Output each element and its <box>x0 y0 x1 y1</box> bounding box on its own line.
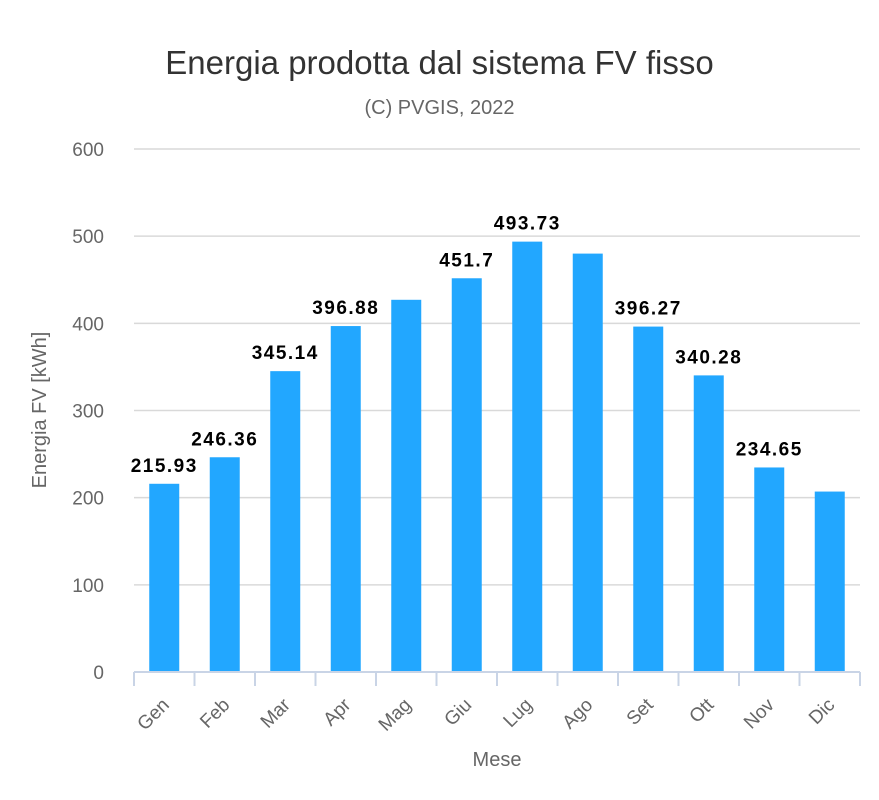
x-tick-label: Dic <box>805 695 839 729</box>
x-tick-label: Gen <box>134 695 174 735</box>
bar <box>572 253 603 672</box>
bar <box>633 326 664 672</box>
data-label: 340.28 <box>675 347 742 368</box>
data-label: 451.7 <box>439 250 494 271</box>
x-tick-label: Ott <box>686 694 719 727</box>
bar <box>512 241 543 672</box>
bar <box>451 278 482 672</box>
x-tick-label: Mag <box>375 695 416 736</box>
data-label: 396.88 <box>312 298 379 319</box>
bar <box>270 371 301 672</box>
bar <box>149 483 180 672</box>
data-label: 234.65 <box>736 439 803 460</box>
data-label: 246.36 <box>191 429 258 450</box>
x-tick-label: Set <box>623 694 659 730</box>
chart-title: Energia prodotta dal sistema FV fisso <box>165 44 714 81</box>
x-tick-label: Apr <box>320 694 356 730</box>
data-label: 396.27 <box>615 299 682 320</box>
bar <box>814 491 845 672</box>
y-tick-label: 200 <box>72 489 104 510</box>
x-tick-label: Ago <box>559 695 598 734</box>
y-tick-label: 400 <box>72 314 104 335</box>
x-tick-label: Mar <box>257 694 295 732</box>
y-tick-label: 600 <box>72 140 104 161</box>
y-axis-ticks: 0 100 200 300 400 500 600 <box>72 140 104 684</box>
data-label: 215.93 <box>131 456 198 477</box>
chart-subtitle: (C) PVGIS, 2022 <box>364 97 515 119</box>
x-axis: Gen Feb Mar Apr Mag Giu Lug Ago Set Ott Nov Dic <box>133 671 861 736</box>
y-tick-label: 100 <box>72 576 104 597</box>
x-tick-label: Feb <box>196 695 234 733</box>
y-axis-label: Energia FV [kWh] <box>29 332 51 489</box>
bar <box>330 326 361 672</box>
y-tick-label: 300 <box>72 402 104 423</box>
gridlines <box>134 148 860 586</box>
bar <box>693 375 724 672</box>
bar <box>754 467 785 672</box>
y-tick-label: 0 <box>93 663 104 684</box>
x-tick-label: Giu <box>441 695 477 731</box>
x-tick-label: Lug <box>500 695 537 732</box>
data-label: 493.73 <box>494 214 561 235</box>
x-tick-label: Nov <box>740 694 779 733</box>
bar <box>209 457 240 672</box>
bars <box>149 241 845 672</box>
y-tick-label: 500 <box>72 227 104 248</box>
data-label: 345.14 <box>252 343 319 364</box>
bar <box>391 299 422 672</box>
x-axis-label: Mese <box>473 749 522 771</box>
